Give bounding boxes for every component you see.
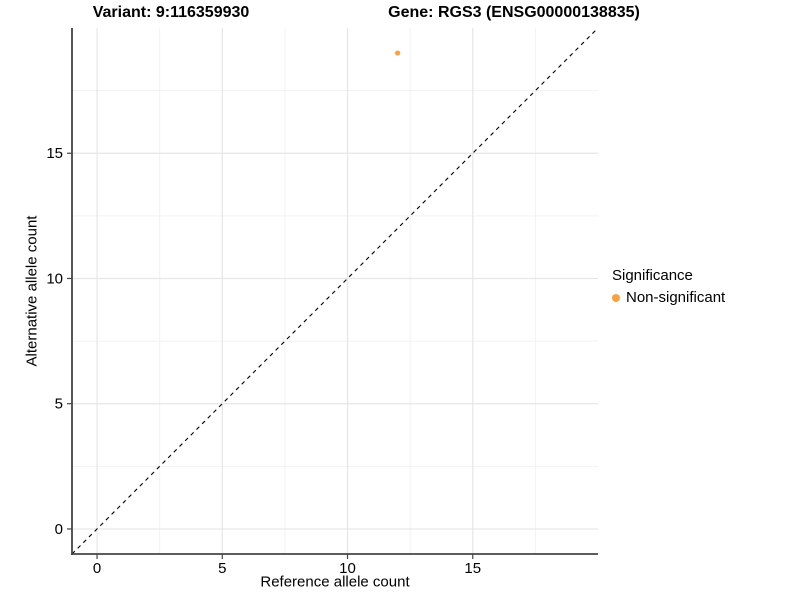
plot-title-gene: Gene: RGS3 (ENSG00000138835) (388, 4, 640, 21)
y-tick-label: 0 (55, 521, 63, 538)
x-tick-label: 0 (93, 560, 101, 577)
identity-dashed-line (71, 27, 599, 555)
plot-title-variant: Variant: 9:116359930 (92, 4, 250, 21)
legend: Significance Non-significant (612, 267, 725, 306)
y-tick-label: 15 (46, 145, 63, 162)
legend-dot-icon (612, 293, 620, 302)
legend-title: Significance (612, 267, 693, 284)
y-axis-title: Alternative allele count (23, 215, 41, 367)
x-tick-label: 15 (464, 560, 481, 577)
x-tick-label: 10 (339, 560, 356, 577)
x-axis-title: Reference allele count (260, 573, 410, 591)
y-tick-label: 10 (46, 270, 63, 287)
legend-item-label: Non-significant (626, 289, 726, 306)
x-tick-label: 5 (218, 560, 226, 577)
data-point (395, 50, 401, 56)
y-tick-label: 5 (55, 396, 63, 413)
legend-item-non-significant: Non-significant (612, 289, 725, 306)
